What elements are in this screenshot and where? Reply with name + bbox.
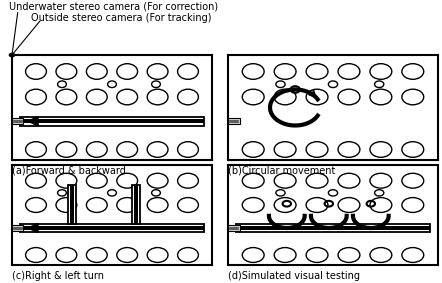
Bar: [20, 119, 204, 123]
Bar: [228, 118, 240, 124]
Bar: [12, 118, 23, 124]
Text: (c)Right & left turn: (c)Right & left turn: [12, 271, 104, 281]
Bar: [20, 226, 204, 230]
Text: (d)Simulated visual testing: (d)Simulated visual testing: [228, 271, 360, 281]
Text: (b)Circular movement: (b)Circular movement: [228, 166, 335, 176]
Bar: [20, 117, 204, 126]
Bar: [12, 225, 23, 231]
Text: Outside stereo camera (For tracking): Outside stereo camera (For tracking): [31, 13, 211, 23]
Text: Underwater stereo camera (For correction): Underwater stereo camera (For correction…: [9, 1, 218, 11]
Text: (a)Forward & backward: (a)Forward & backward: [12, 166, 126, 176]
Bar: [236, 224, 430, 232]
Bar: [68, 185, 76, 224]
Bar: [236, 226, 430, 230]
Bar: [134, 185, 138, 224]
Bar: [70, 185, 74, 224]
Bar: [20, 224, 204, 232]
Bar: [228, 225, 240, 231]
Bar: [132, 185, 141, 224]
